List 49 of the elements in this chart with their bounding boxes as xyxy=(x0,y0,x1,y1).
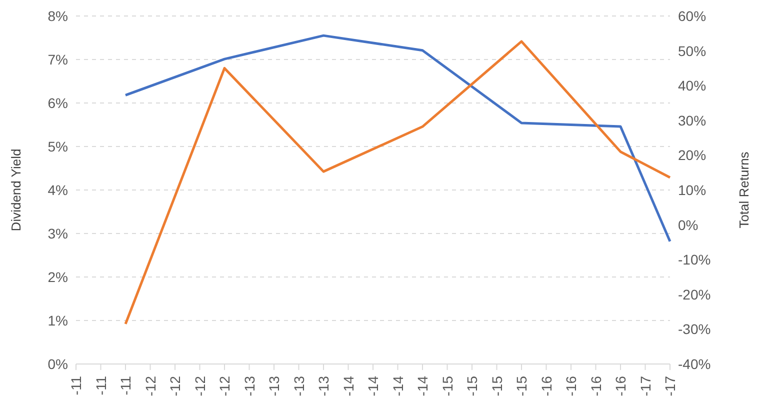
x-tick-label: -12 xyxy=(167,376,183,396)
x-tick-label: -11 xyxy=(92,376,109,396)
x-tick-label: -14 xyxy=(414,376,430,396)
x-tick-label: -14 xyxy=(340,376,356,396)
x-tick-label: -15 xyxy=(439,376,456,396)
y2-tick-label: -30% xyxy=(678,321,711,338)
x-tick-label: -16 xyxy=(563,376,579,396)
x-tick-label: -13 xyxy=(266,376,282,396)
y2-tick-label: -10% xyxy=(678,252,711,268)
y2-tick-label: -20% xyxy=(678,286,711,302)
y-tick-label: 8% xyxy=(48,8,68,24)
x-tick-label: -14 xyxy=(390,376,406,396)
x-tick-label: -12 xyxy=(216,376,232,396)
y2-tick-label: 40% xyxy=(678,78,706,94)
x-tick-label: -13 xyxy=(316,376,332,396)
x-tick-label: -15 xyxy=(464,376,480,396)
y-tick-label: 6% xyxy=(48,94,68,111)
y-axis-title: Dividend Yield xyxy=(8,148,24,232)
y-tick-label: 0% xyxy=(48,356,68,372)
y2-tick-label: 20% xyxy=(678,147,706,164)
y2-tick-label: 10% xyxy=(678,182,706,198)
y-tick-label: 3% xyxy=(48,225,68,242)
y-tick-label: 1% xyxy=(48,312,68,328)
y2-tick-label: 60% xyxy=(678,8,706,24)
x-tick-label: -11 xyxy=(118,376,134,396)
x-tick-label: -14 xyxy=(365,376,381,396)
y-tick-label: 4% xyxy=(48,182,68,198)
x-tick-label: -11 xyxy=(68,376,84,396)
x-tick-label: -17 xyxy=(662,376,678,396)
line-series xyxy=(124,40,672,326)
y2-axis-title: Total Returns xyxy=(736,151,752,228)
x-tick-label: -12 xyxy=(142,376,158,396)
y2-tick-label: 30% xyxy=(678,112,706,128)
y-tick-label: 7% xyxy=(48,51,68,68)
y2-tick-label: 50% xyxy=(678,42,706,59)
x-tick-label: -12 xyxy=(192,376,208,396)
line-series xyxy=(124,34,672,243)
y2-tick-label: 0% xyxy=(678,216,698,233)
x-tick-label: -13 xyxy=(290,376,307,396)
x-tick-label: -16 xyxy=(612,376,628,396)
y2-tick-label: -40% xyxy=(678,356,711,372)
x-tick-label: -17 xyxy=(637,376,654,396)
x-tick-label: -13 xyxy=(241,376,258,396)
x-tick-label: -16 xyxy=(538,376,554,396)
x-tick-label: -15 xyxy=(514,376,530,396)
y-tick-label: 2% xyxy=(48,268,68,285)
y-tick-label: 5% xyxy=(48,138,68,154)
x-tick-label: -16 xyxy=(588,376,604,396)
x-tick-label: -15 xyxy=(488,376,505,396)
